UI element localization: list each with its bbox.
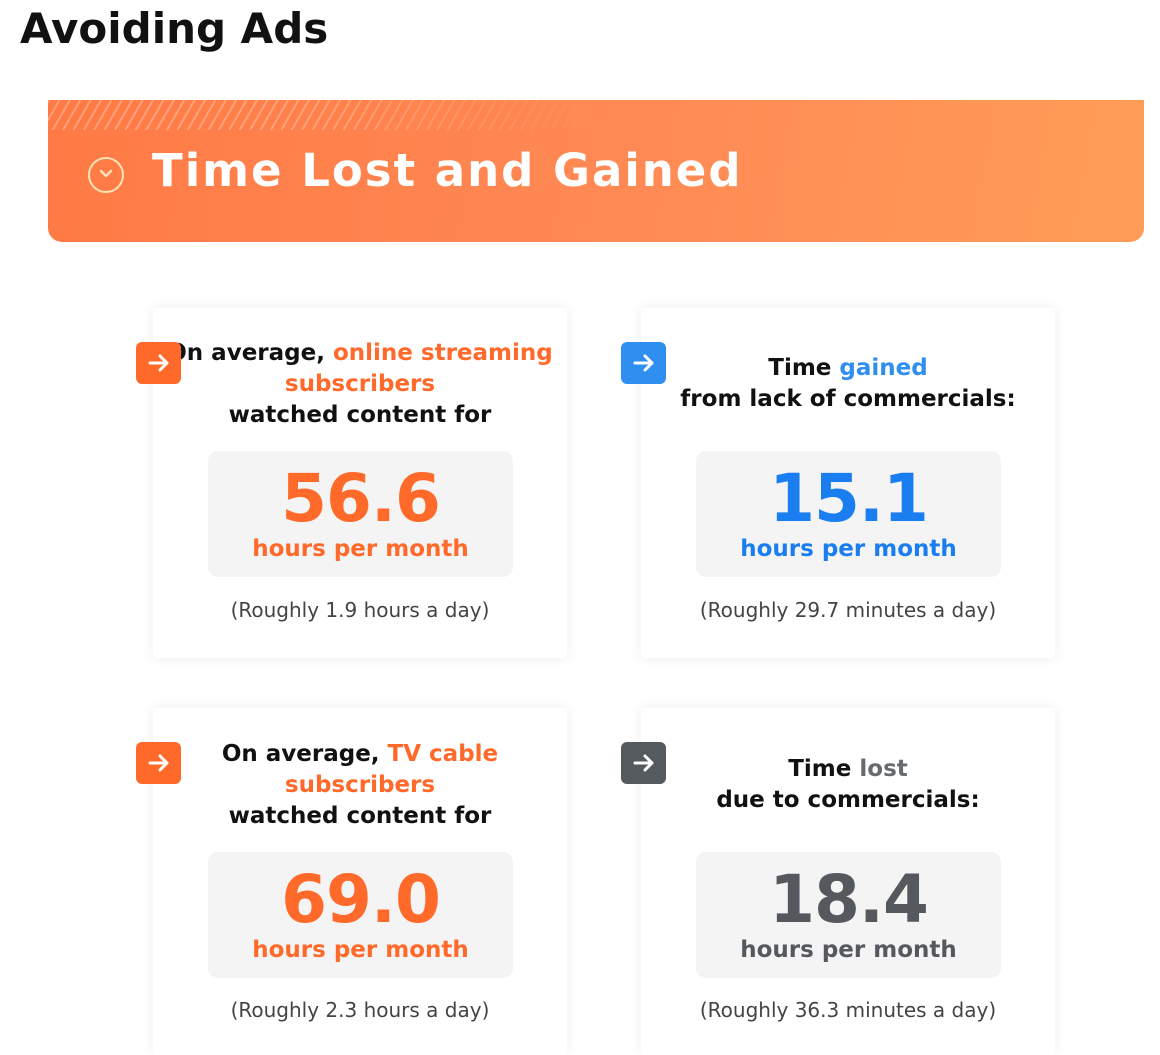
card-heading: Time gained from lack of commercials:	[641, 353, 1055, 415]
stat-box: 56.6 hours per month	[208, 451, 513, 577]
heading-highlight: gained	[839, 355, 928, 381]
heading-text: On average,	[221, 741, 388, 767]
arrow-right-icon	[136, 742, 181, 784]
stat-unit: hours per month	[252, 536, 469, 562]
stat-unit: hours per month	[740, 536, 957, 562]
heading-text: from lack of commercials:	[680, 386, 1016, 412]
stat-card-time-lost: Time lost due to commercials: 18.4 hours…	[641, 708, 1055, 1055]
stat-note: (Roughly 1.9 hours a day)	[230, 598, 490, 622]
stat-unit: hours per month	[252, 937, 469, 963]
heading-text: Time	[788, 756, 860, 782]
stat-value: 69.0	[281, 861, 441, 938]
arrow-right-icon	[621, 742, 666, 784]
arrow-right-icon	[621, 342, 666, 384]
heading-highlight: lost	[859, 756, 908, 782]
banner-stripes	[48, 100, 608, 130]
heading-text: due to commercials:	[716, 787, 980, 813]
chevron-down-circle-icon[interactable]	[88, 157, 124, 193]
stat-value: 18.4	[769, 861, 929, 938]
stat-card-time-gained: Time gained from lack of commercials: 15…	[641, 308, 1055, 658]
arrow-right-icon	[136, 342, 181, 384]
stat-card-cable-watched: On average, TV cable subscribers watched…	[153, 708, 567, 1055]
card-heading: On average, TV cable subscribers watched…	[153, 739, 567, 832]
stat-note: (Roughly 29.7 minutes a day)	[699, 598, 997, 622]
banner-title: Time Lost and Gained	[152, 144, 743, 197]
heading-highlight: online streaming subscribers	[284, 340, 553, 397]
stat-value: 56.6	[281, 460, 441, 537]
heading-text: watched content for	[228, 402, 492, 428]
stat-box: 15.1 hours per month	[696, 451, 1001, 577]
heading-text: On average,	[167, 340, 333, 366]
stat-note: (Roughly 2.3 hours a day)	[230, 998, 490, 1022]
stat-note: (Roughly 36.3 minutes a day)	[699, 998, 997, 1022]
heading-highlight: TV cable subscribers	[284, 741, 499, 798]
stat-card-streaming-watched: On average, online streaming subscribers…	[153, 308, 567, 658]
section-banner: Time Lost and Gained	[48, 100, 1144, 242]
stat-box: 69.0 hours per month	[208, 852, 513, 978]
card-heading: On average, online streaming subscribers…	[153, 338, 567, 431]
stat-box: 18.4 hours per month	[696, 852, 1001, 978]
stat-unit: hours per month	[740, 937, 957, 963]
page-title: Avoiding Ads	[20, 4, 329, 53]
stat-value: 15.1	[769, 460, 929, 537]
heading-text: watched content for	[228, 803, 492, 829]
heading-text: Time	[768, 355, 840, 381]
card-heading: Time lost due to commercials:	[641, 754, 1055, 816]
